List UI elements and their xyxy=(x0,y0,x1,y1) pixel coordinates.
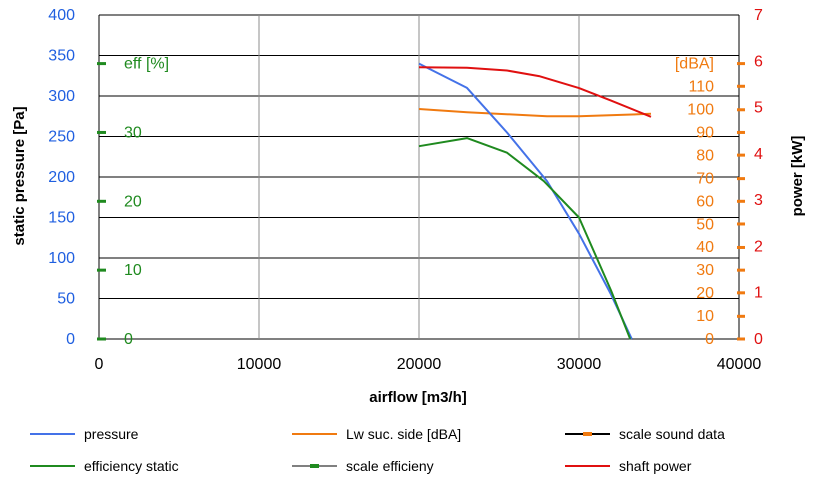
y-left-tick-label: 0 xyxy=(66,331,75,348)
grid-lines xyxy=(98,14,740,340)
sound-scale-label: 110 xyxy=(688,79,714,96)
y-left-tick-label: 50 xyxy=(57,291,75,308)
x-axis-title: airflow [m3/h] xyxy=(369,389,467,406)
y-right-tick-label: 7 xyxy=(754,7,763,24)
sound-scale-label: 50 xyxy=(696,216,714,233)
y-right-tick-label: 3 xyxy=(754,192,763,209)
x-tick-label: 10000 xyxy=(237,356,282,373)
sound-scale-label: 70 xyxy=(696,170,714,187)
efficiency-scale-label: 30 xyxy=(124,124,142,141)
y-left-tick-label: 300 xyxy=(48,88,75,105)
y-right-tick-label: 2 xyxy=(754,238,763,255)
legend-label: Lw suc. side [dBA] xyxy=(346,426,461,442)
legend-label: scale efficieny xyxy=(346,458,434,474)
legend: pressure Lw suc. side [dBA] scale sound da… xyxy=(30,426,725,474)
series-line-shaft-power xyxy=(418,66,652,118)
y-left-tick-label: 150 xyxy=(48,210,75,227)
efficiency-scale-label: 20 xyxy=(124,193,142,210)
y-right-tick-label: 5 xyxy=(754,100,763,117)
sound-scale-label: 30 xyxy=(696,262,714,279)
y-axis-right-title: power [kW] xyxy=(789,136,806,217)
sound-scale-label: 90 xyxy=(696,124,714,141)
x-tick-label: 0 xyxy=(95,356,104,373)
series-line-efficiency-static xyxy=(418,137,632,340)
sound-scale-label: 0 xyxy=(705,331,714,348)
y-right-tick-label: 0 xyxy=(754,331,763,348)
series-line-lw-suc-side-dba xyxy=(418,108,652,118)
y-left-tick-label: 350 xyxy=(48,48,75,65)
sound-scale-title: [dBA] xyxy=(675,56,714,73)
sound-scale-label: 80 xyxy=(696,147,714,164)
sound-scale-label: 10 xyxy=(696,308,714,325)
y-left-tick-label: 400 xyxy=(48,7,75,24)
legend-label: scale sound data xyxy=(619,426,725,442)
y-left-tick-label: 250 xyxy=(48,129,75,146)
tick-labels: 0 10000 20000 30000 400000501001502002503003… xyxy=(48,7,763,373)
sound-scale-label: 60 xyxy=(696,193,714,210)
y-left-tick-label: 100 xyxy=(48,250,75,267)
legend-label: shaft power xyxy=(619,458,692,474)
y-right-tick-label: 1 xyxy=(754,285,763,302)
sound-scale-label: 40 xyxy=(696,239,714,256)
x-tick-label: 30000 xyxy=(557,356,602,373)
x-tick-label: 20000 xyxy=(397,356,442,373)
efficiency-scale-label: 0 xyxy=(124,331,133,348)
sound-scale-label: 100 xyxy=(687,102,714,119)
efficiency-scale-title: eff [%] xyxy=(124,56,169,73)
legend-label: efficiency static xyxy=(84,458,179,474)
y-axis-left-title: static pressure [Pa] xyxy=(11,106,28,245)
scale-markers: 0 10 20 30 eff [%] 0 10 20 30 40 50 60 70 80 90 100 110 [… xyxy=(97,56,745,348)
sound-scale-label: 20 xyxy=(696,285,714,302)
series-line-pressure xyxy=(418,62,633,340)
y-left-tick-label: 200 xyxy=(48,169,75,186)
y-right-tick-label: 6 xyxy=(754,53,763,70)
y-right-tick-label: 4 xyxy=(754,146,763,163)
x-tick-label: 40000 xyxy=(717,356,762,373)
data-curves xyxy=(418,62,652,340)
legend-label: pressure xyxy=(84,426,139,442)
efficiency-scale-label: 10 xyxy=(124,262,142,279)
